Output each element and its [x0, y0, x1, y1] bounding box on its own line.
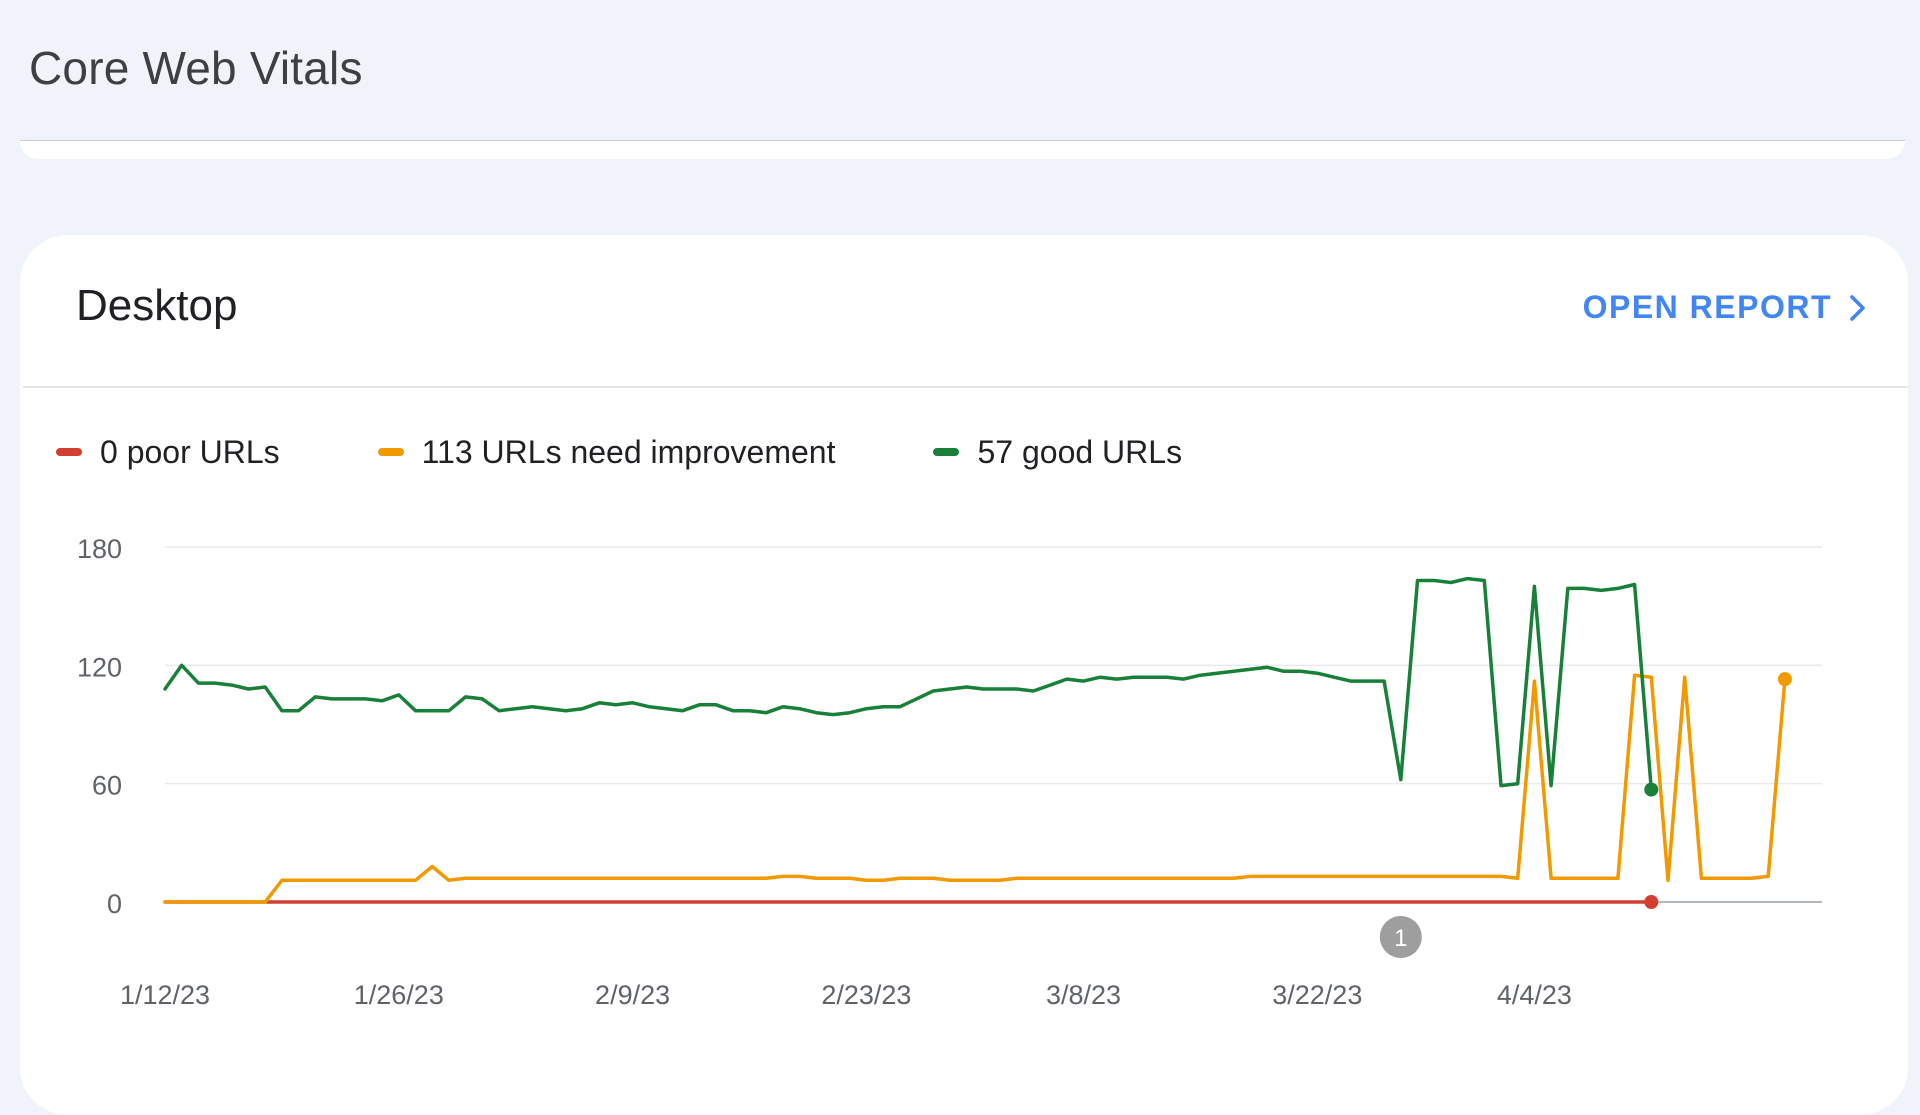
annotation-marker	[1379, 916, 1422, 958]
y-tick-label: 180	[77, 534, 122, 564]
series-end-dot-0	[1644, 895, 1659, 909]
url-status-chart: 0 60 120 180 1/12/23 1/26/23 2/9/23 2/23/23 3/8/…	[77, 534, 1822, 1010]
legend-good-urls[interactable]: 57 good URLs	[933, 434, 1182, 471]
series-line-1	[163, 673, 1787, 904]
open-report-link[interactable]: OPEN REPORT	[1583, 289, 1868, 326]
legend-label-need-improvement: 113 URLs need improvement	[421, 433, 836, 470]
legend-label-good: 57 good URLs	[977, 433, 1183, 470]
legend-swatch-poor	[56, 448, 82, 456]
y-tick-label: 120	[77, 652, 122, 682]
chevron-right-icon	[1848, 294, 1868, 322]
previous-card-edge	[20, 141, 1905, 159]
desktop-card: Desktop OPEN REPORT 0 poor URLs 113 URLs…	[20, 235, 1908, 1115]
series-end-dot-2	[1644, 782, 1659, 797]
x-tick-label: 1/12/23	[120, 980, 210, 1010]
card-title: Desktop	[76, 281, 238, 330]
page-header: Core Web Vitals	[0, 0, 1920, 140]
open-report-label: OPEN REPORT	[1582, 289, 1832, 325]
y-tick-label: 60	[92, 771, 122, 801]
x-tick-label: 1/26/23	[354, 980, 444, 1010]
x-tick-label: 4/4/23	[1497, 980, 1572, 1010]
x-tick-label: 2/9/23	[595, 980, 670, 1010]
legend-poor-urls[interactable]: 0 poor URLs	[56, 434, 280, 471]
chart-legend: 0 poor URLs 113 URLs need improvement 57…	[56, 427, 1182, 477]
legend-swatch-good	[933, 448, 960, 456]
x-tick-label: 3/22/23	[1272, 980, 1362, 1010]
series-line-2	[163, 576, 1654, 792]
legend-label-poor: 0 poor URLs	[100, 433, 280, 470]
page-title: Core Web Vitals	[29, 42, 363, 94]
header-divider	[20, 140, 1905, 141]
legend-swatch-need-improvement	[377, 448, 404, 456]
series-end-dot-1	[1777, 672, 1792, 687]
annotation-label: 1	[1394, 925, 1407, 952]
legend-need-improvement-urls[interactable]: 113 URLs need improvement	[377, 433, 836, 471]
card-divider	[23, 386, 1908, 388]
x-tick-label: 3/8/23	[1046, 980, 1121, 1010]
y-tick-label: 0	[107, 889, 122, 919]
x-tick-label: 2/23/23	[821, 980, 911, 1010]
